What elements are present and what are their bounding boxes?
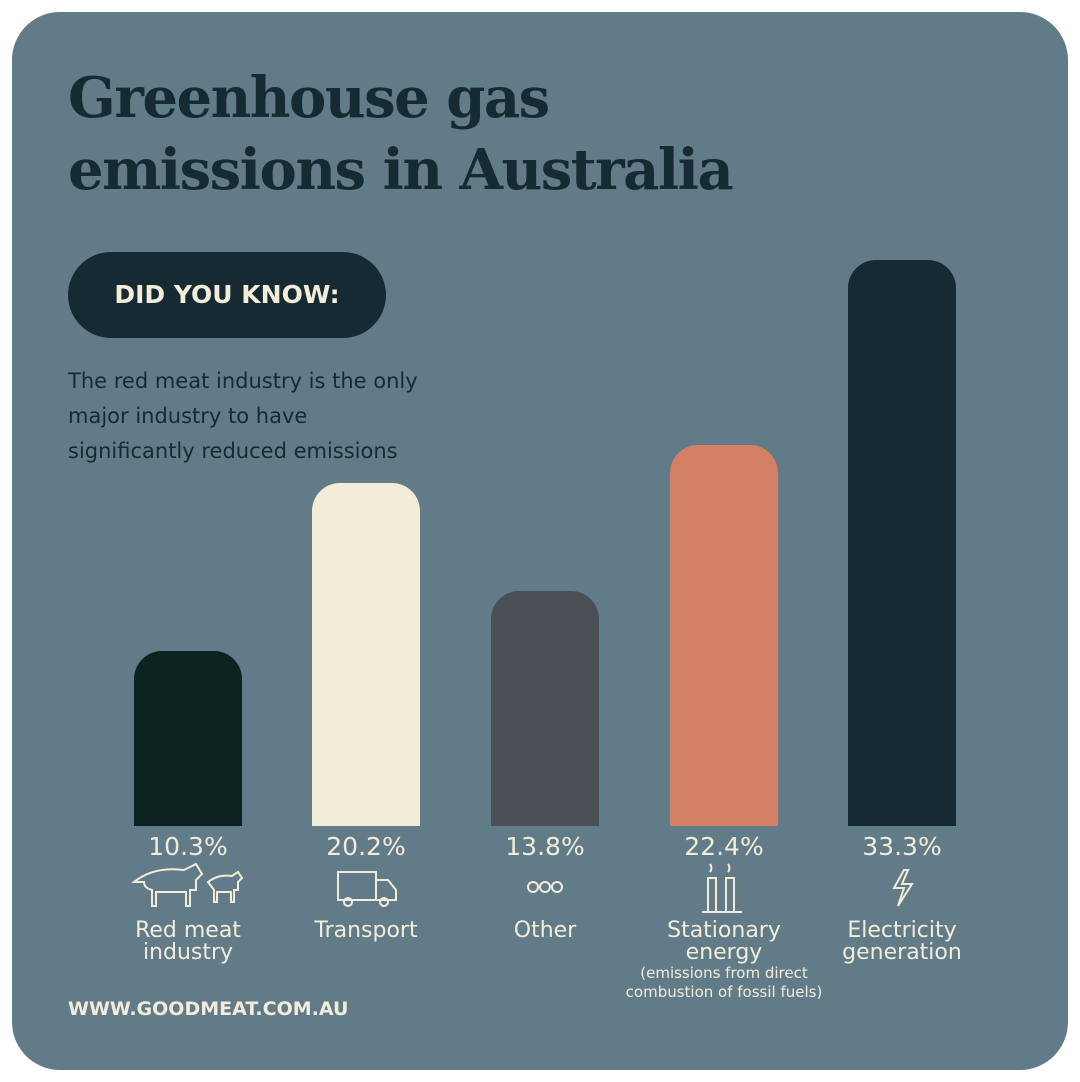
x-tick-label: Red meat industry: [135, 918, 241, 965]
x-tick-label: Electricity generation: [842, 918, 962, 965]
x-tick-label: Stationary energy: [667, 918, 781, 965]
x-tick-label: Transport: [314, 918, 418, 943]
bar: [134, 650, 242, 826]
value-label: 13.8%: [505, 832, 585, 861]
cattle-icon: [131, 862, 244, 907]
truck-icon: [337, 871, 397, 907]
bolt-icon: [892, 869, 914, 907]
badge: DID YOU KNOW:: [68, 252, 386, 338]
dots-icon: [527, 881, 563, 893]
subtitle: The red meat industry is the only major …: [68, 369, 418, 463]
value-label: 33.3%: [862, 832, 942, 861]
bar: [491, 591, 599, 826]
value-label: 20.2%: [326, 832, 406, 861]
chart-title: Greenhouse gas emissions in Australia: [68, 65, 734, 203]
bar: [670, 445, 778, 826]
category-note: (emissions from direct combustion of fos…: [625, 964, 823, 1001]
footer: WWW.GOODMEAT.COM.AU: [68, 998, 349, 1020]
x-tick-label: Other: [513, 918, 577, 943]
bar: [848, 259, 956, 826]
factory-icon: [702, 863, 742, 913]
bar: [312, 482, 420, 826]
value-label: 10.3%: [148, 832, 228, 861]
icons: [131, 862, 914, 913]
value-label: 22.4%: [684, 832, 764, 861]
card: Greenhouse gas emissions in Australia DI…: [12, 12, 1068, 1070]
